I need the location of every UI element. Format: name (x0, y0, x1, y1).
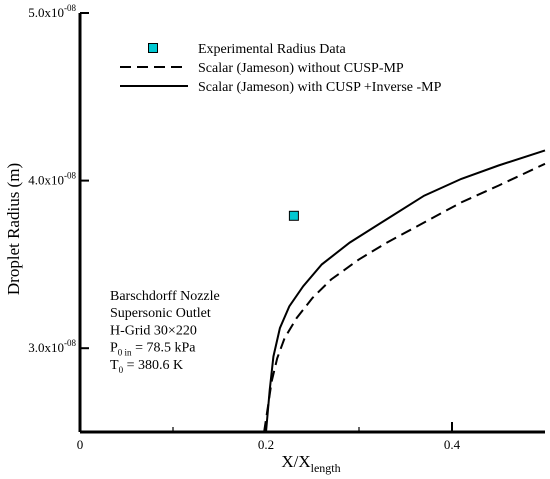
y-tick-label-0: 3.0x10-08 (28, 338, 76, 355)
legend-symbol-0 (148, 43, 158, 53)
y-axis-title: Droplet Radius (m) (4, 163, 23, 295)
x-tick-label-1: 0.2 (258, 437, 274, 452)
series-layer (263, 149, 546, 433)
annotation-box: Barschdorff Nozzle Supersonic Outlet H-Gri… (110, 289, 220, 375)
legend: Experimental Radius Data Scalar (Jameson)… (120, 42, 442, 95)
x-tick-label-0: 0 (77, 437, 84, 452)
annotation-line-1: Supersonic Outlet (110, 306, 211, 321)
legend-label-0: Experimental Radius Data (198, 42, 347, 57)
x-tick-label-2: 0.4 (444, 437, 461, 452)
axes (78, 13, 545, 434)
annotation-line-2: H-Grid 30×220 (110, 323, 197, 338)
y-tick-label-1: 4.0x10-08 (28, 171, 76, 188)
axis-titles: X/Xlength Droplet Radius (m) (4, 163, 341, 475)
legend-label-2: Scalar (Jameson) with CUSP +Inverse -MP (198, 80, 442, 95)
experimental-point-0 (288, 210, 299, 221)
y-tick-label-2: 5.0x10-08 (28, 3, 76, 20)
annotation-line-4: T0 = 380.6 K (110, 358, 183, 375)
annotation-line-0: Barschdorff Nozzle (110, 289, 220, 304)
series-line-2 (265, 149, 546, 433)
series-line-1 (263, 162, 546, 433)
x-axis-title: X/Xlength (281, 452, 340, 475)
annotation-line-3: P0 in = 78.5 kPa (110, 341, 196, 358)
legend-label-1: Scalar (Jameson) without CUSP-MP (198, 61, 404, 76)
ticks: 0 0.2 0.4 3.0x10-08 4.0x10-08 5.0x10-08 (28, 3, 460, 452)
